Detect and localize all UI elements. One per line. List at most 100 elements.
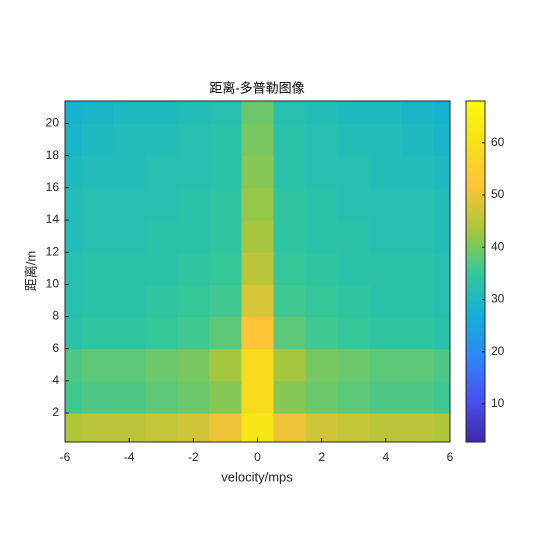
colorbar-tick-label: 20 bbox=[491, 344, 505, 358]
heatmap-cell bbox=[337, 348, 371, 382]
heatmap-cell bbox=[81, 380, 114, 414]
heatmap-cell bbox=[145, 252, 178, 285]
heatmap-cell bbox=[65, 187, 82, 221]
heatmap-cell bbox=[305, 316, 339, 350]
y-tick-label: 6 bbox=[52, 341, 59, 355]
heatmap-cell bbox=[305, 123, 339, 157]
heatmap-cell bbox=[209, 101, 242, 125]
heatmap-cell bbox=[401, 252, 435, 285]
heatmap-cell bbox=[401, 123, 435, 157]
heatmap-cell bbox=[401, 348, 435, 382]
heatmap-cell bbox=[401, 316, 435, 350]
heatmap-cell bbox=[113, 187, 146, 221]
heatmap-cell bbox=[401, 187, 435, 221]
y-tick-label: 10 bbox=[46, 277, 60, 291]
heatmap-cell bbox=[241, 284, 275, 318]
heatmap-cell bbox=[65, 380, 82, 414]
x-tick-label: 6 bbox=[447, 450, 454, 464]
heatmap-cell bbox=[241, 187, 275, 221]
heatmap-cell bbox=[177, 155, 210, 189]
heatmap-cell bbox=[81, 348, 114, 382]
heatmap-cell bbox=[305, 284, 339, 318]
heatmap-cell bbox=[337, 123, 371, 157]
heatmap-cell bbox=[273, 348, 307, 382]
y-tick-label: 20 bbox=[46, 116, 60, 130]
heatmap-cell bbox=[273, 101, 307, 125]
x-tick-label: 4 bbox=[382, 450, 389, 464]
y-tick-label: 18 bbox=[46, 148, 60, 162]
heatmap-cell bbox=[369, 316, 403, 350]
heatmap-cell bbox=[81, 220, 114, 253]
y-tick-label: 4 bbox=[52, 373, 59, 387]
heatmap-cell bbox=[241, 413, 275, 442]
heatmap-cell bbox=[65, 413, 82, 442]
x-axis-title: velocity/mps bbox=[221, 469, 293, 484]
heatmap-cell bbox=[337, 155, 371, 189]
heatmap-cell bbox=[145, 348, 178, 382]
heatmap-cell bbox=[113, 380, 146, 414]
heatmap-cell bbox=[337, 252, 371, 285]
heatmap-cell bbox=[305, 413, 339, 442]
heatmap-cell bbox=[369, 348, 403, 382]
heatmap-cell bbox=[433, 123, 450, 157]
heatmap-cell bbox=[145, 284, 178, 318]
heatmap-cell bbox=[145, 316, 178, 350]
heatmap-cell bbox=[177, 187, 210, 221]
x-tick-label: -2 bbox=[188, 450, 199, 464]
heatmap-cell bbox=[433, 220, 450, 253]
heatmap-cell bbox=[65, 123, 82, 157]
heatmap-cell bbox=[273, 284, 307, 318]
heatmap-cell bbox=[113, 101, 146, 125]
heatmap-cell bbox=[177, 101, 210, 125]
heatmap-cell bbox=[145, 101, 178, 125]
heatmap-cell bbox=[209, 155, 242, 189]
heatmap-cell bbox=[209, 348, 242, 382]
heatmap-cell bbox=[209, 284, 242, 318]
heatmap-cell bbox=[273, 123, 307, 157]
heatmap-cell bbox=[209, 413, 242, 442]
colorbar-tick-label: 40 bbox=[491, 239, 505, 253]
heatmap-cell bbox=[369, 101, 403, 125]
heatmap-cell bbox=[401, 284, 435, 318]
colorbar-tick-label: 50 bbox=[491, 187, 505, 201]
heatmap-cell bbox=[209, 380, 242, 414]
chart-title: 距离-多普勒图像 bbox=[209, 80, 304, 95]
heatmap-cell bbox=[65, 316, 82, 350]
heatmap-cell bbox=[209, 187, 242, 221]
heatmap-cell bbox=[433, 101, 450, 125]
heatmap-cell bbox=[113, 123, 146, 157]
heatmap-cell bbox=[65, 284, 82, 318]
heatmap-cell bbox=[113, 220, 146, 253]
x-tick-label: -4 bbox=[124, 450, 135, 464]
heatmap-cell bbox=[209, 123, 242, 157]
heatmap-cell bbox=[305, 348, 339, 382]
heatmap-cell bbox=[209, 316, 242, 350]
heatmap-cell bbox=[241, 380, 275, 414]
heatmap-cell bbox=[305, 252, 339, 285]
heatmap-cell bbox=[401, 220, 435, 253]
heatmap-cell bbox=[241, 220, 275, 253]
heatmap-cell bbox=[209, 220, 242, 253]
heatmap-cell bbox=[273, 380, 307, 414]
colorbar-tick-label: 30 bbox=[491, 292, 505, 306]
heatmap-cell bbox=[369, 252, 403, 285]
heatmap-cell bbox=[241, 348, 275, 382]
y-tick-label: 16 bbox=[46, 180, 60, 194]
heatmap-cell bbox=[145, 220, 178, 253]
colorbar bbox=[465, 100, 486, 443]
heatmap-cell bbox=[113, 348, 146, 382]
heatmap-cell bbox=[337, 284, 371, 318]
heatmap-cell bbox=[241, 101, 275, 125]
heatmap-cell bbox=[305, 101, 339, 125]
heatmap-cell bbox=[145, 187, 178, 221]
heatmap-cell bbox=[81, 316, 114, 350]
heatmap-cell bbox=[177, 413, 210, 442]
heatmap-cell bbox=[145, 413, 178, 442]
heatmap-cell bbox=[337, 316, 371, 350]
y-tick-label: 14 bbox=[46, 212, 60, 226]
heatmap-cell bbox=[81, 187, 114, 221]
heatmap-cell bbox=[241, 252, 275, 285]
heatmap-cell bbox=[65, 220, 82, 253]
heatmap-cell bbox=[305, 155, 339, 189]
x-tick-label: 2 bbox=[318, 450, 325, 464]
